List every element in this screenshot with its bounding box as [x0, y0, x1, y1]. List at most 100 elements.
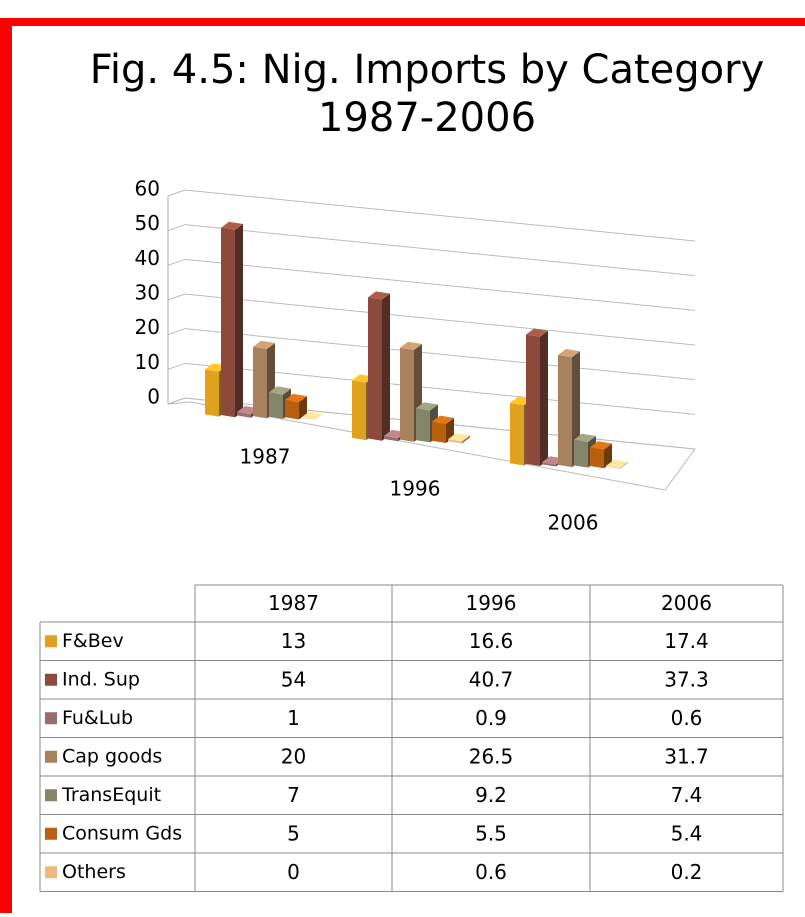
frame-left [0, 18, 12, 913]
table-cell: 9.2 [475, 783, 507, 807]
table-header: 1996 [466, 591, 517, 615]
bar-front [352, 380, 366, 441]
table-cell: 37.3 [664, 667, 709, 691]
bar-top [416, 402, 438, 411]
bar [448, 433, 470, 444]
grid-line [184, 258, 696, 311]
legend-label: TransEquit [61, 784, 161, 806]
bar-top [221, 221, 243, 230]
y-tick-label: 60 [135, 177, 160, 201]
x-tick-label: 2006 [548, 511, 599, 535]
table-cell: 13 [281, 629, 306, 653]
grid-line-side [167, 328, 186, 336]
bar-front [590, 447, 604, 469]
y-tick-label: 40 [135, 246, 160, 270]
table-cell: 0 [287, 860, 300, 884]
legend-label: F&Bev [62, 630, 124, 652]
bar-top [368, 291, 390, 300]
y-tick-label: 10 [135, 350, 160, 374]
bar-top [301, 411, 323, 420]
legend-label: Consum Gds [62, 822, 182, 844]
chart-title: Fig. 4.5: Nig. Imports by Category [90, 47, 765, 93]
grid-line [184, 293, 696, 346]
table-cell: 31.7 [664, 744, 709, 768]
bar-front [542, 462, 556, 467]
legend-swatch [45, 635, 57, 648]
grid-line-side [167, 224, 186, 232]
bar-side [540, 330, 548, 466]
bar [606, 459, 628, 469]
table-cell: 7 [287, 783, 300, 807]
grid-line-side [167, 189, 186, 197]
y-tick-label: 30 [135, 281, 160, 305]
table-cell: 20 [281, 744, 306, 768]
grid-line-side [167, 258, 186, 266]
y-tick-label: 20 [135, 315, 160, 339]
legend-swatch [45, 789, 57, 802]
table-header: 2006 [661, 591, 712, 615]
table-cell: 7.4 [671, 783, 703, 807]
legend-swatch [45, 750, 57, 763]
bar-front [205, 369, 219, 417]
bar-front [253, 346, 267, 419]
table-cell: 54 [281, 667, 306, 691]
table-cell: 5.5 [475, 821, 507, 845]
legend-label: Cap goods [62, 745, 162, 767]
bar-front [285, 399, 299, 420]
grid-line [184, 224, 696, 277]
bar-side [382, 293, 390, 441]
bar [590, 441, 612, 469]
legend-swatch [45, 712, 57, 725]
table-cell: 0.6 [671, 706, 703, 730]
bar-front [606, 465, 620, 469]
table-cell: 26.5 [469, 744, 514, 768]
bar-front [558, 354, 572, 468]
x-tick-label: 1996 [390, 477, 441, 501]
table-cell: 1 [287, 706, 300, 730]
y-tick-label: 50 [135, 211, 160, 235]
legend-label: Others [62, 861, 126, 883]
bar [301, 411, 323, 420]
bar [221, 221, 243, 418]
bar-front [432, 421, 446, 443]
bar-front [384, 435, 398, 442]
grid-line-side [167, 362, 186, 370]
table-cell: 16.6 [469, 629, 514, 653]
table-cell: 5 [287, 821, 300, 845]
bar-front [400, 347, 414, 442]
bar-front [237, 412, 251, 418]
bar-top [253, 340, 275, 349]
bar-front [221, 227, 235, 418]
grid-line [184, 189, 696, 242]
bar [368, 291, 390, 441]
table-cell: 0.9 [475, 706, 507, 730]
legend-label: Ind. Sup [62, 668, 140, 690]
bar [432, 415, 454, 443]
table-cell: 0.2 [671, 860, 703, 884]
bar-top [558, 348, 580, 358]
bar-top [590, 441, 612, 450]
bar [285, 393, 307, 420]
legend-swatch [45, 827, 57, 840]
bar-front [416, 408, 430, 443]
bar-side [604, 443, 612, 469]
y-tick-label: 0 [147, 385, 160, 409]
bar-side [299, 396, 307, 420]
table-cell: 17.4 [664, 629, 709, 653]
bar-top [269, 386, 291, 395]
legend-swatch [45, 866, 57, 879]
bar-top [448, 433, 470, 442]
bar [526, 328, 548, 466]
frame-top [0, 18, 805, 26]
bar-front [574, 439, 588, 468]
legend-swatch [45, 673, 57, 686]
table-cell: 0.6 [475, 860, 507, 884]
bar-front [368, 297, 382, 441]
table-cell: 5.4 [671, 821, 703, 845]
bar-front [269, 392, 283, 419]
bar-front [448, 439, 462, 444]
bar-side [235, 224, 243, 418]
chart-subtitle: 1987-2006 [318, 95, 536, 141]
x-tick-label: 1987 [240, 445, 291, 469]
